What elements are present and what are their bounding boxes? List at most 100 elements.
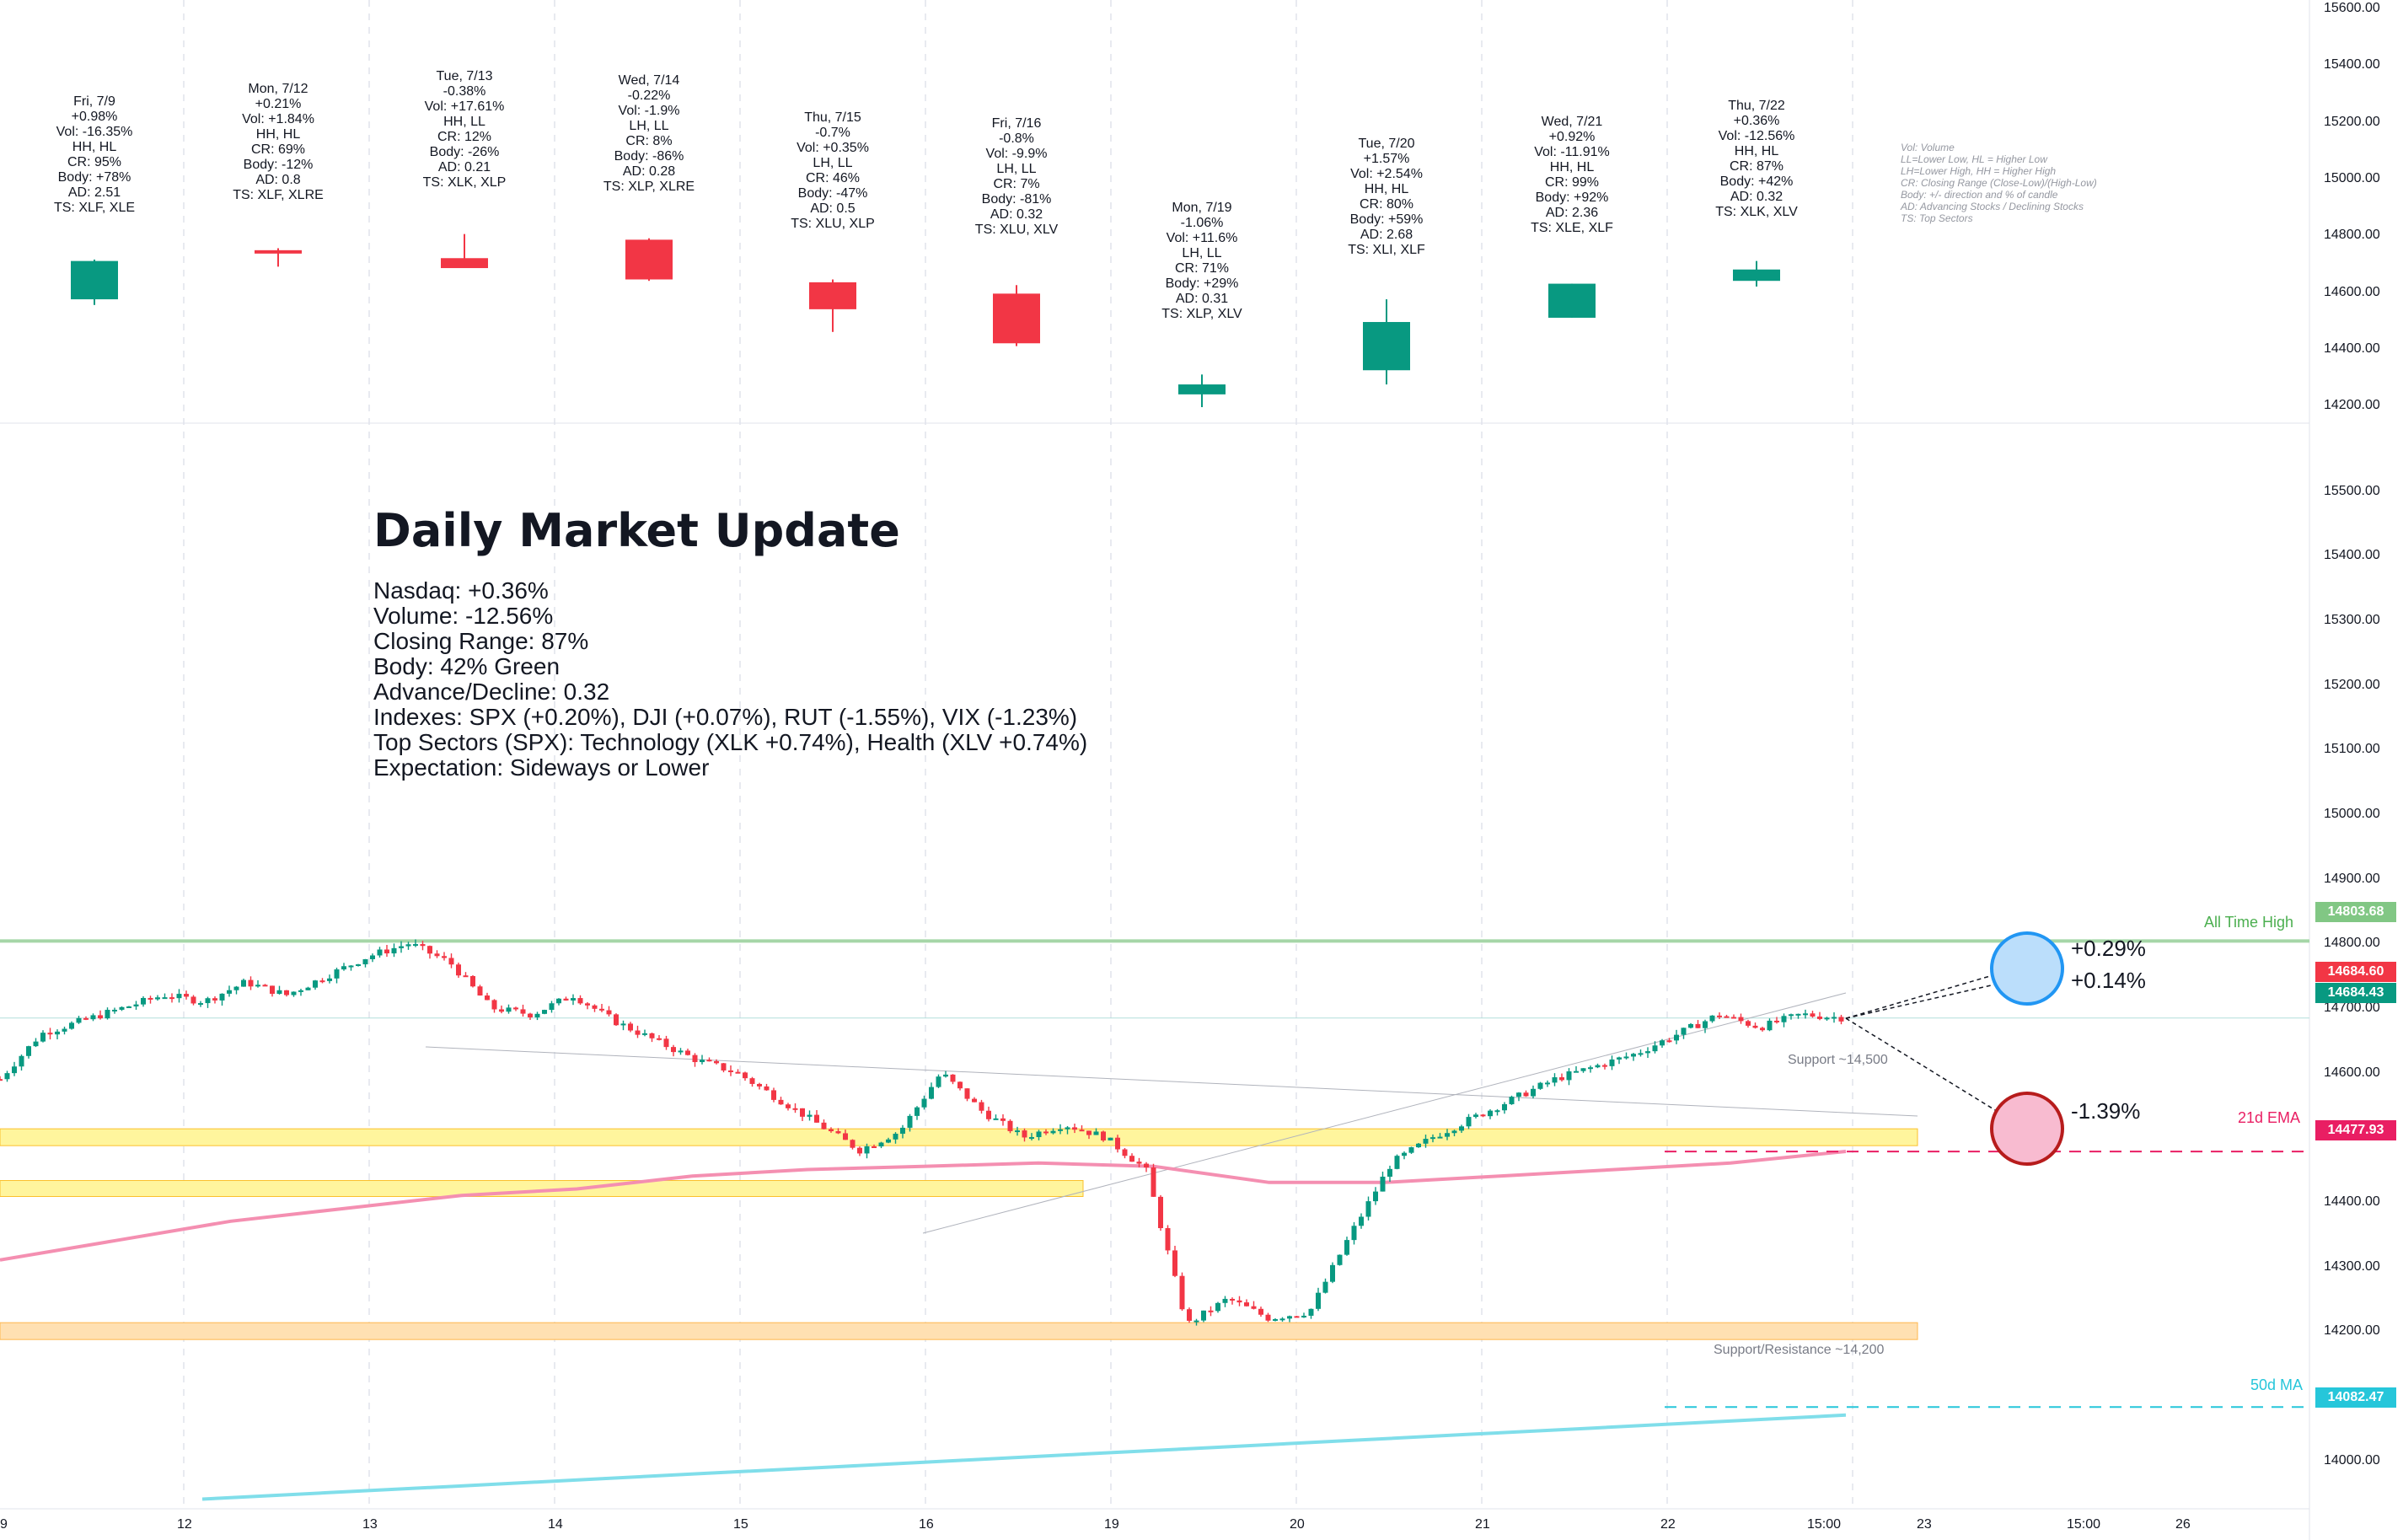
info-line: Vol: -1.9% <box>618 104 680 118</box>
intraday-candle-body <box>814 1114 819 1123</box>
intraday-candle-body <box>40 1033 46 1042</box>
prev-price-tag: 14684.43 <box>2315 983 2396 1003</box>
intraday-candle-body <box>1774 1020 1779 1022</box>
info-line: Tue, 7/20 <box>1358 137 1415 151</box>
intraday-candle-body <box>1738 1017 1744 1022</box>
y-tick-label-bottom: 15500.00 <box>2324 483 2380 498</box>
intraday-candle-body <box>936 1076 941 1087</box>
ma-50-label: 50d MA <box>2250 1376 2304 1393</box>
intraday-candle-body <box>979 1102 984 1111</box>
intraday-candle-body <box>1251 1306 1257 1309</box>
x-tick-label: 22 <box>1660 1517 1676 1532</box>
intraday-candle-body <box>1308 1308 1314 1316</box>
legend-line: LH=Lower High, HH = Higher High <box>1901 165 2057 177</box>
support-resistance-14200-label: Support/Resistance ~14,200 <box>1714 1343 1885 1357</box>
daily-info-block: Wed, 7/14 -0.22% Vol: -1.9% LH, LL CR: 8% Bod… <box>603 73 695 195</box>
info-line: Mon, 7/19 <box>1172 201 1232 215</box>
intraday-candle-body <box>69 1022 74 1029</box>
intraday-candle-body <box>456 964 461 976</box>
intraday-candle-body <box>405 944 411 947</box>
intraday-candle-body <box>1731 1017 1736 1019</box>
intraday-candle-body <box>1387 1168 1392 1177</box>
info-line: AD: 0.31 <box>1175 292 1229 306</box>
intraday-candle-body <box>1509 1097 1515 1104</box>
daily-info-block: Tue, 7/13 -0.38% Vol: +17.61% HH, LL CR: 12%… <box>423 69 507 190</box>
info-line: Thu, 7/15 <box>804 110 861 125</box>
info-line: AD: 0.32 <box>1730 190 1783 204</box>
trendline-down <box>425 1046 1918 1117</box>
intraday-candle-body <box>915 1107 920 1116</box>
intraday-candle-body <box>1537 1082 1543 1089</box>
intraday-candle-body <box>0 1079 3 1081</box>
intraday-candle-body <box>1065 1127 1070 1130</box>
intraday-candle-body <box>1695 1023 1701 1028</box>
intraday-candle-body <box>1488 1110 1493 1117</box>
intraday-candle-body <box>721 1063 727 1070</box>
intraday-candle-body <box>1402 1152 1407 1156</box>
intraday-candle-body <box>1086 1130 1092 1135</box>
x-tick-label: 16 <box>919 1517 934 1532</box>
intraday-candle-body <box>33 1041 39 1047</box>
intraday-candle-body <box>1824 1017 1830 1020</box>
intraday-candle-body <box>1760 1028 1765 1031</box>
intraday-candle-body <box>1652 1045 1658 1052</box>
intraday-candle-body <box>162 997 168 1000</box>
y-tick-label-bottom: 14900.00 <box>2324 871 2380 886</box>
info-line: LH, LL <box>813 156 853 170</box>
x-tick-label: 15:00 <box>1807 1517 1842 1532</box>
intraday-candle-body <box>399 946 404 948</box>
intraday-candle-body <box>1717 1015 1722 1017</box>
intraday-candle-body <box>1043 1131 1049 1134</box>
intraday-candle-body <box>133 1004 139 1006</box>
intraday-candle-body <box>764 1086 770 1091</box>
intraday-candle-body <box>556 998 561 1004</box>
info-line: HH, HL <box>1364 182 1409 196</box>
intraday-candle-body <box>592 1005 598 1009</box>
intraday-candle-body <box>1531 1088 1536 1097</box>
update-line: Top Sectors (SPX): Technology (XLK +0.74… <box>373 729 1088 755</box>
intraday-candle-body <box>1494 1110 1500 1113</box>
info-line: Wed, 7/14 <box>618 73 680 88</box>
intraday-candle-body <box>1631 1054 1636 1057</box>
intraday-candle-body <box>1172 1250 1177 1276</box>
intraday-candle-body <box>657 1038 662 1040</box>
intraday-candle-body <box>83 1017 89 1020</box>
info-line: Vol: -11.91% <box>1534 145 1610 159</box>
intraday-candle-body <box>893 1134 898 1140</box>
intraday-candle-body <box>821 1122 827 1130</box>
intraday-candle-body <box>1838 1017 1844 1022</box>
info-line: CR: 99% <box>1544 175 1600 190</box>
intraday-candle-body <box>1230 1298 1235 1301</box>
intraday-candle-body <box>184 994 189 997</box>
intraday-candle-body <box>542 1010 547 1014</box>
intraday-candle-body <box>313 980 318 988</box>
intraday-candle-body <box>341 966 346 970</box>
intraday-candle-body <box>1609 1059 1615 1066</box>
daily-candle-body <box>1178 384 1226 394</box>
intraday-candle-body <box>520 1009 526 1014</box>
info-line: +0.36% <box>1733 114 1780 128</box>
intraday-candle-body <box>1674 1034 1679 1041</box>
x-tick-label: 14 <box>548 1517 563 1532</box>
intraday-candle-body <box>1000 1118 1006 1121</box>
update-line: Nasdaq: +0.36% <box>373 577 549 604</box>
info-line: AD: 0.21 <box>437 160 491 174</box>
intraday-candle-body <box>1179 1275 1185 1310</box>
y-tick-label-bottom: 14400.00 <box>2324 1194 2380 1209</box>
intraday-candle-body <box>119 1006 125 1010</box>
intraday-candle-body <box>90 1015 96 1020</box>
info-line: AD: 0.32 <box>990 207 1043 222</box>
intraday-candle-body <box>1767 1020 1773 1031</box>
intraday-candle-body <box>728 1070 733 1072</box>
legend-line: AD: Advancing Stocks / Declining Stocks <box>1901 201 2084 212</box>
x-tick-label: 21 <box>1475 1517 1490 1532</box>
daily-candle-body <box>255 250 302 254</box>
y-tick-label-bottom: 14200.00 <box>2324 1323 2380 1339</box>
intraday-candle-body <box>1580 1068 1586 1071</box>
intraday-candle-body <box>1709 1015 1715 1022</box>
intraday-candle-body <box>1359 1216 1364 1226</box>
intraday-candle-body <box>986 1110 991 1119</box>
intraday-candle-body <box>1122 1149 1128 1156</box>
intraday-candle-body <box>448 958 454 965</box>
